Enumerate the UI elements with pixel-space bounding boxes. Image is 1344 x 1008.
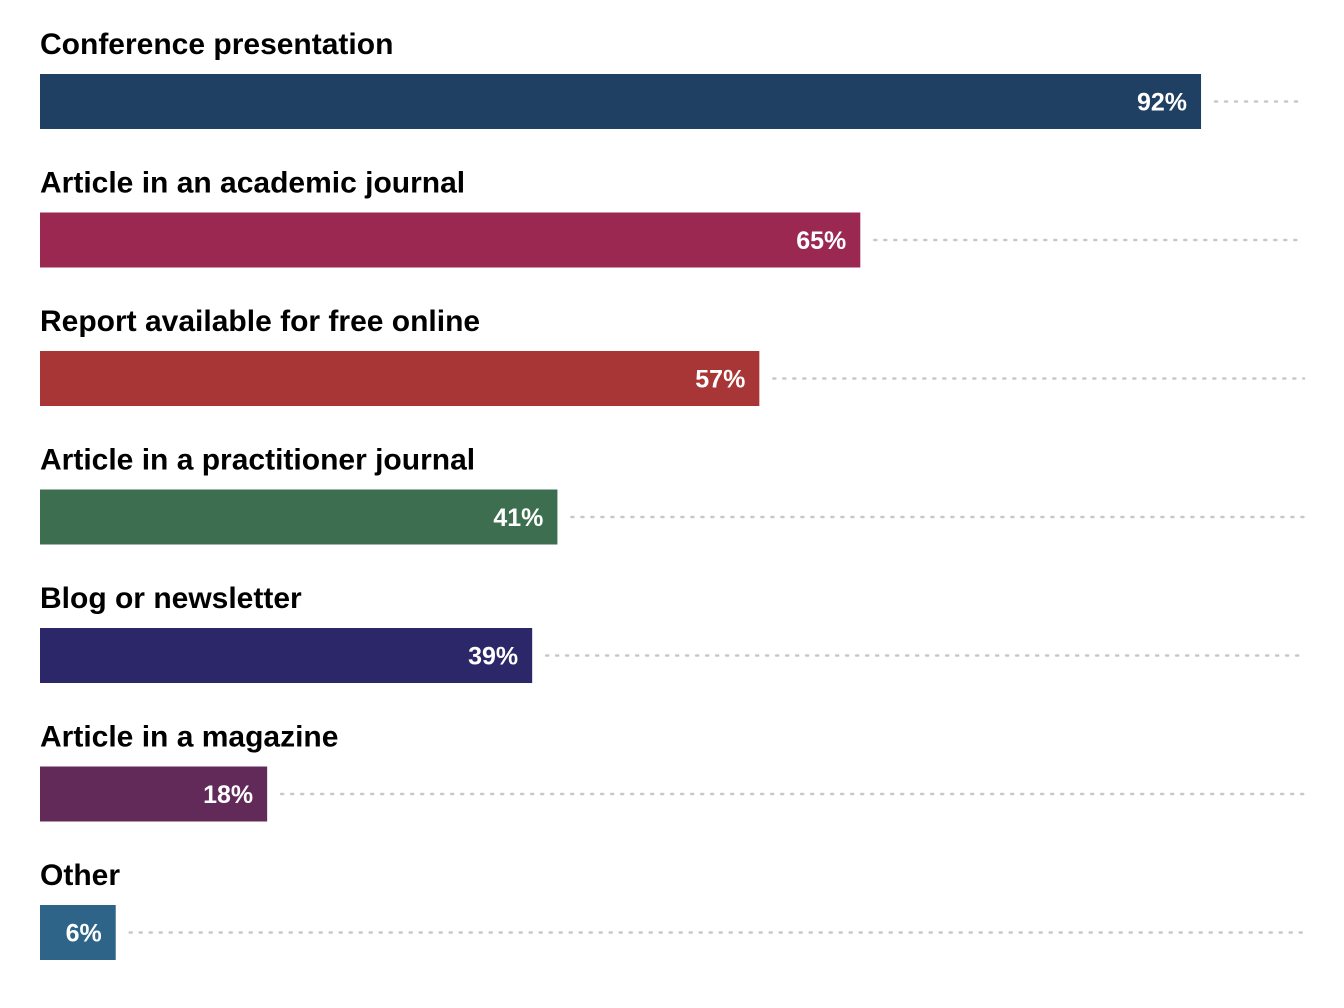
- bar-row: Other 6%: [40, 859, 1306, 960]
- category-label: Blog or newsletter: [40, 582, 302, 615]
- value-label: 92%: [1137, 89, 1187, 117]
- value-label: 6%: [66, 920, 102, 948]
- value-label: 41%: [493, 504, 543, 532]
- value-label: 57%: [695, 366, 745, 394]
- bar-row: Conference presentation 92%: [40, 28, 1306, 129]
- bar: [40, 628, 533, 683]
- bar: [40, 489, 558, 545]
- bar-row: Report available for free online 57%: [40, 305, 1306, 406]
- value-label: 65%: [796, 227, 846, 255]
- bar: [40, 905, 116, 960]
- category-label: Conference presentation: [40, 28, 393, 61]
- value-label: 18%: [203, 781, 253, 809]
- bar: [40, 351, 760, 406]
- bar-row: Article in an academic journal 65%: [40, 167, 1306, 268]
- bar-row: Article in a magazine 18%: [40, 721, 1306, 822]
- category-label: Article in a magazine: [40, 721, 338, 754]
- value-label: 39%: [468, 643, 518, 671]
- category-label: Article in an academic journal: [40, 167, 465, 200]
- bar: [40, 74, 1202, 129]
- bar-row: Blog or newsletter 39%: [40, 582, 1306, 683]
- category-label: Other: [40, 859, 120, 892]
- bar: [40, 766, 268, 822]
- bar-row: Article in a practitioner journal 41%: [40, 444, 1306, 545]
- bar: [40, 212, 861, 268]
- category-label: Report available for free online: [40, 305, 480, 338]
- category-label: Article in a practitioner journal: [40, 444, 475, 477]
